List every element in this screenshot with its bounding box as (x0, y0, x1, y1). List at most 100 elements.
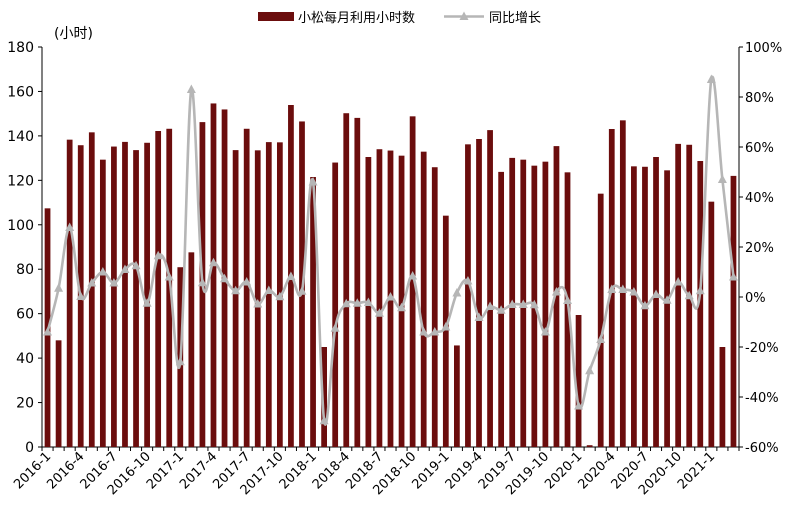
line-point (120, 264, 130, 273)
bar (188, 252, 195, 447)
bar (730, 175, 737, 447)
line-point (352, 298, 362, 307)
x-tick-label: 2021-1 (675, 449, 718, 492)
bar (575, 315, 582, 447)
bar (420, 151, 427, 447)
line-point (684, 290, 694, 300)
line-point (540, 327, 550, 336)
line-point (507, 299, 517, 308)
bar (675, 143, 682, 447)
line-point (640, 300, 650, 310)
bar (631, 166, 637, 448)
line-point (585, 365, 595, 375)
line-point (618, 284, 628, 293)
bar (155, 131, 162, 447)
legend-bar-label: 小松每月利用小时数 (298, 10, 415, 26)
line-point (131, 260, 141, 270)
line-point (485, 301, 495, 310)
y-right-tick-label: -60% (745, 441, 779, 456)
line-point (54, 283, 64, 292)
bar (111, 146, 117, 448)
y-right-tick-label: 40% (745, 191, 774, 206)
line-point (319, 415, 329, 425)
line-point (297, 286, 307, 295)
line-point (430, 327, 440, 336)
bar (476, 139, 482, 447)
line-point (153, 250, 163, 260)
bar (265, 142, 272, 447)
legend-line-marker (459, 11, 469, 20)
bar (166, 128, 173, 447)
line-point (87, 278, 97, 287)
line-point (474, 312, 484, 321)
line-point (496, 305, 506, 314)
line-point (695, 285, 705, 295)
bar (243, 128, 250, 447)
line-point (717, 174, 727, 183)
line-point (673, 277, 683, 286)
line-point (253, 299, 263, 308)
line-point (728, 272, 738, 281)
legend: 小松每月利用小时数 同比增长 (258, 10, 541, 26)
y-left-tick-label: 0 (25, 440, 34, 456)
bar (553, 146, 560, 447)
bar (55, 340, 62, 447)
line-point (662, 295, 672, 304)
y-left-tick-label: 60 (16, 307, 34, 323)
bar (487, 130, 493, 447)
line-point (286, 271, 296, 280)
y-left-tick-label: 180 (7, 40, 34, 56)
bar (343, 113, 350, 447)
line-point (629, 287, 639, 296)
line-point (220, 273, 230, 283)
bar (354, 117, 361, 447)
legend-bar-swatch (258, 12, 294, 21)
line-point (65, 222, 75, 231)
line-point (386, 292, 395, 301)
bar (431, 167, 438, 447)
y-right-tick-label: 20% (745, 241, 774, 256)
line-point (164, 272, 174, 281)
bar (210, 103, 217, 447)
line-point (231, 285, 241, 295)
bar (66, 139, 73, 447)
y-right-tick-label: 80% (745, 91, 774, 106)
line-point (452, 288, 462, 297)
line-point (607, 284, 617, 293)
y-right-tick-label: 100% (745, 41, 782, 56)
line-point (186, 84, 196, 93)
y-left-tick-label: 160 (7, 84, 34, 100)
bar (708, 201, 715, 447)
y-left-tick-label: 140 (7, 129, 34, 145)
bar (454, 345, 460, 447)
bar-series (44, 103, 737, 448)
line-point (98, 267, 108, 276)
bar (254, 150, 261, 448)
bar (332, 162, 339, 448)
line-point (264, 285, 274, 294)
bar (232, 150, 239, 447)
bar (619, 120, 626, 447)
bar (144, 142, 150, 447)
bar (465, 144, 471, 448)
y-right-tick-label: 60% (745, 141, 774, 156)
line-point (397, 302, 407, 312)
line-point (275, 291, 285, 301)
line-point (651, 289, 661, 298)
line-point (175, 356, 185, 366)
bar (697, 161, 704, 447)
line-point (308, 177, 318, 186)
line-point (419, 327, 429, 336)
bar (99, 159, 106, 447)
bar (409, 116, 416, 447)
line-point (76, 291, 86, 300)
bar (310, 177, 316, 447)
bar (122, 141, 128, 447)
line-point (197, 277, 207, 287)
bar (597, 193, 604, 447)
bar (442, 215, 449, 447)
line-point (374, 308, 384, 317)
legend-line-label: 同比增长 (489, 11, 541, 26)
